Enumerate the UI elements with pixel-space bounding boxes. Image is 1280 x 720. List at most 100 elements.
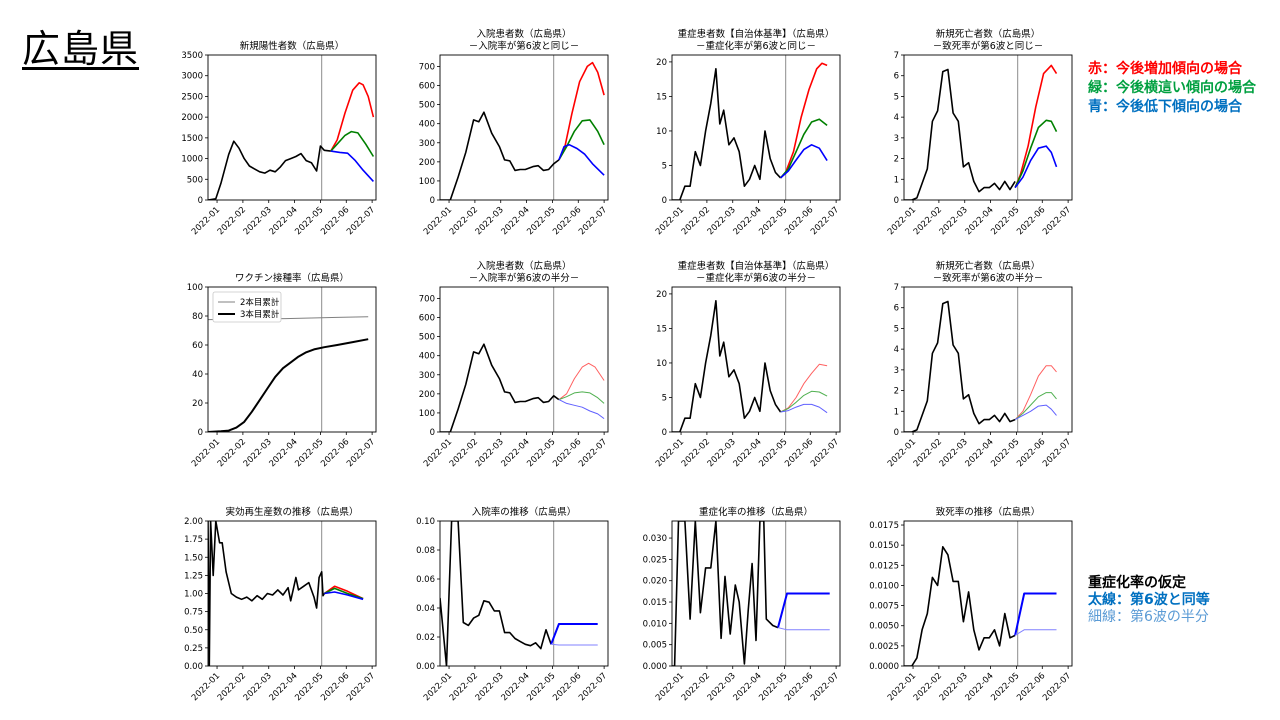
plot-frame — [671, 520, 841, 667]
y-tick-label: 0 — [894, 196, 899, 206]
y-tick-label: 0 — [198, 196, 203, 206]
note-thin: 細線：第6波の半分 — [1088, 609, 1209, 625]
y-tick-label: 0.020 — [643, 577, 667, 587]
y-tick-label: 5 — [894, 324, 899, 334]
series-line-1 — [558, 362, 605, 400]
series-line-3 — [1014, 404, 1057, 421]
x-tick-label: 2022-07 — [1041, 205, 1073, 237]
y-tick-label: 0.10 — [416, 517, 435, 527]
chart-10: 重症化率の推移（広島県） 0.000 0.005 0.010 0.015 0.020 0.0… — [643, 506, 842, 703]
y-tick-label: 0.00 — [184, 662, 203, 672]
y-tick-label: 20 — [656, 290, 667, 300]
series-line-1 — [1014, 365, 1057, 420]
y-tick-label: 10 — [656, 127, 667, 137]
series-line-1 — [323, 585, 364, 600]
y-tick-label: 3 — [894, 134, 899, 144]
y-tick-label: 3500 — [181, 51, 203, 61]
y-tick-label: 0.06 — [416, 575, 435, 585]
y-tick-label: 20 — [192, 399, 203, 409]
y-tick-label: 0.04 — [416, 604, 435, 614]
y-tick-label: 0 — [894, 428, 899, 438]
y-tick-label: 1 — [894, 407, 899, 417]
series-line-0 — [440, 343, 560, 432]
y-tick-label: 0.000 — [643, 662, 667, 672]
series-line-2 — [777, 627, 830, 631]
y-tick-label: 1.00 — [184, 590, 203, 600]
series-line-2 — [330, 130, 375, 157]
y-tick-label: 15 — [656, 92, 667, 102]
y-tick-label: 0.0175 — [869, 521, 899, 531]
y-tick-label: 6 — [894, 304, 899, 314]
series-line-1 — [330, 82, 375, 152]
series-line-0 — [904, 300, 1016, 432]
chart-title: －入院率が第6波の半分－ — [469, 272, 580, 284]
severity-assumption-note: 重症化率の仮定 太線：第6波と同等 細線：第6波の半分 — [1088, 575, 1210, 626]
y-tick-label: 60 — [192, 341, 203, 351]
legend-label: 2本目累計 — [240, 297, 280, 308]
y-tick-label: 0.0100 — [869, 581, 899, 591]
y-tick-label: 0.005 — [643, 641, 667, 651]
y-tick-label: 2500 — [181, 92, 203, 102]
y-tick-label: 0 — [430, 428, 435, 438]
series-line-2 — [558, 119, 605, 161]
chart-6: 重症患者数【自治体基準】（広島県）－重症化率が第6波の半分－ 0 5 10 15 20 20… — [654, 260, 841, 469]
plot-frame — [903, 286, 1073, 433]
y-tick-label: 5 — [662, 161, 667, 171]
y-tick-label: 200 — [419, 390, 435, 400]
series-line-0 — [672, 68, 782, 200]
y-tick-label: 2000 — [181, 113, 203, 123]
chart-title: 重症患者数【自治体基準】（広島県） — [678, 28, 835, 40]
series-line-1 — [780, 363, 828, 413]
y-tick-label: 40 — [192, 370, 203, 380]
series-line-1 — [777, 592, 830, 628]
series-line-2 — [558, 391, 605, 404]
y-tick-label: 0.25 — [184, 644, 203, 654]
plot-frame — [439, 286, 609, 433]
series-line-2 — [323, 587, 364, 600]
series-line-2 — [1014, 629, 1057, 636]
x-tick-label: 2022-07 — [345, 671, 377, 703]
y-tick-label: 0.75 — [184, 608, 203, 618]
series-line-3 — [330, 150, 374, 182]
y-tick-label: 500 — [187, 175, 203, 185]
chart-title: －致死率が第6波の半分－ — [933, 272, 1044, 284]
chart-8: 実効再生産数の推移（広島県） 0.00 0.25 0.50 0.75 1.00 1.25 1.… — [184, 506, 377, 703]
y-tick-label: 500 — [419, 333, 435, 343]
y-tick-label: 15 — [656, 324, 667, 334]
chart-title: 実効再生産数の推移（広島県） — [225, 506, 358, 518]
y-tick-label: 0 — [198, 428, 203, 438]
page-title: 広島県 — [22, 27, 140, 71]
chart-title: 入院率の推移（広島県） — [472, 506, 577, 518]
y-tick-label: 0.0050 — [869, 622, 899, 632]
y-tick-label: 0.02 — [416, 633, 435, 643]
y-tick-label: 300 — [419, 371, 435, 381]
chart-9: 入院率の推移（広島県） 0.00 0.02 0.04 0.06 0.08 0.10 2022-… — [416, 506, 609, 703]
y-tick-label: 3 — [894, 366, 899, 376]
chart-title: 新規陽性者数（広島県） — [240, 40, 345, 52]
series-line-3 — [780, 403, 828, 414]
plot-frame — [207, 286, 377, 433]
series-line-1 — [1014, 64, 1058, 188]
y-tick-label: 4 — [894, 113, 899, 123]
y-tick-label: 0 — [430, 196, 435, 206]
y-tick-label: 20 — [656, 58, 667, 68]
y-tick-label: 3000 — [181, 72, 203, 82]
x-tick-label: 2022-07 — [345, 205, 377, 237]
series-line-0 — [208, 521, 325, 666]
chart-title: 新規死亡者数（広島県） — [936, 260, 1041, 272]
chart-11: 致死率の推移（広島県） 0.0000 0.0025 0.0050 0.0075 0.010… — [869, 506, 1073, 703]
y-tick-label: 1.75 — [184, 535, 203, 545]
y-tick-label: 100 — [419, 177, 435, 187]
y-tick-label: 7 — [894, 283, 899, 293]
y-tick-label: 400 — [419, 352, 435, 362]
series-line-2 — [1014, 119, 1058, 188]
series-line-0 — [672, 300, 782, 432]
x-tick-label: 2022-07 — [1041, 437, 1073, 469]
y-tick-label: 2 — [894, 155, 899, 165]
y-tick-label: 5 — [894, 92, 899, 102]
y-tick-label: 80 — [192, 312, 203, 322]
x-tick-label: 2022-07 — [577, 437, 609, 469]
y-tick-label: 0.025 — [643, 555, 667, 565]
series-line-2 — [780, 390, 828, 413]
chart-title: －重症化率が第6波の半分－ — [696, 272, 816, 284]
